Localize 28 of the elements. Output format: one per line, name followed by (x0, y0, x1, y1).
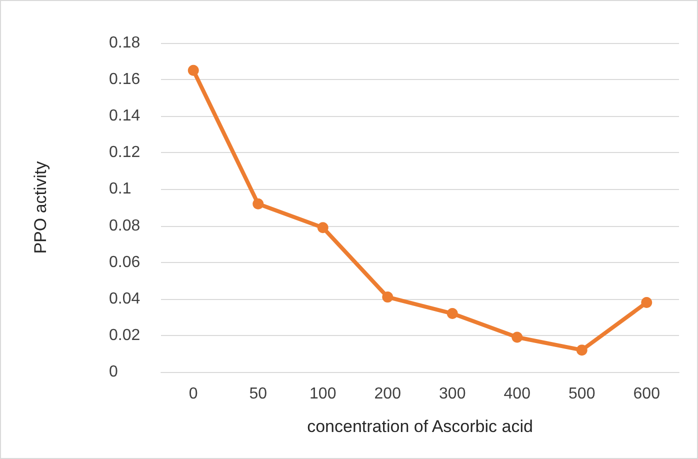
point (576, 344, 588, 356)
x-tick-label: 300 (439, 386, 466, 402)
point (446, 308, 458, 320)
x-tick-label: 600 (633, 386, 660, 402)
y-tick-label: 0 (109, 364, 118, 380)
x-tick-label: 400 (504, 386, 531, 402)
x-tick-label: 0 (188, 386, 198, 402)
x-axis-title: concentration of Ascorbic acid (307, 417, 533, 436)
y-tick-label: 0.04 (109, 290, 140, 308)
y-tick-label: 0.08 (109, 217, 140, 234)
point (252, 198, 264, 210)
y-tick-label: 0.1 (109, 180, 132, 198)
y-tick-label: 0.06 (109, 254, 140, 271)
point (641, 297, 652, 308)
y-tick-label: 0.14 (109, 108, 140, 125)
x-tick-label: 500 (568, 386, 596, 402)
point (512, 332, 523, 343)
point (382, 292, 394, 303)
y-tick-label: 0.12 (109, 144, 140, 162)
x-tick-label: 50 (249, 386, 268, 402)
point (188, 64, 199, 76)
x-tick-label: 100 (310, 386, 336, 402)
point (317, 222, 328, 234)
y-tick-label: 0.16 (109, 71, 140, 88)
y-tick-label: 0.18 (109, 34, 140, 52)
y-axis-title: PPO activity (31, 160, 50, 254)
x-tick-label: 200 (374, 386, 402, 402)
y-tick-label: 0.02 (109, 326, 140, 344)
